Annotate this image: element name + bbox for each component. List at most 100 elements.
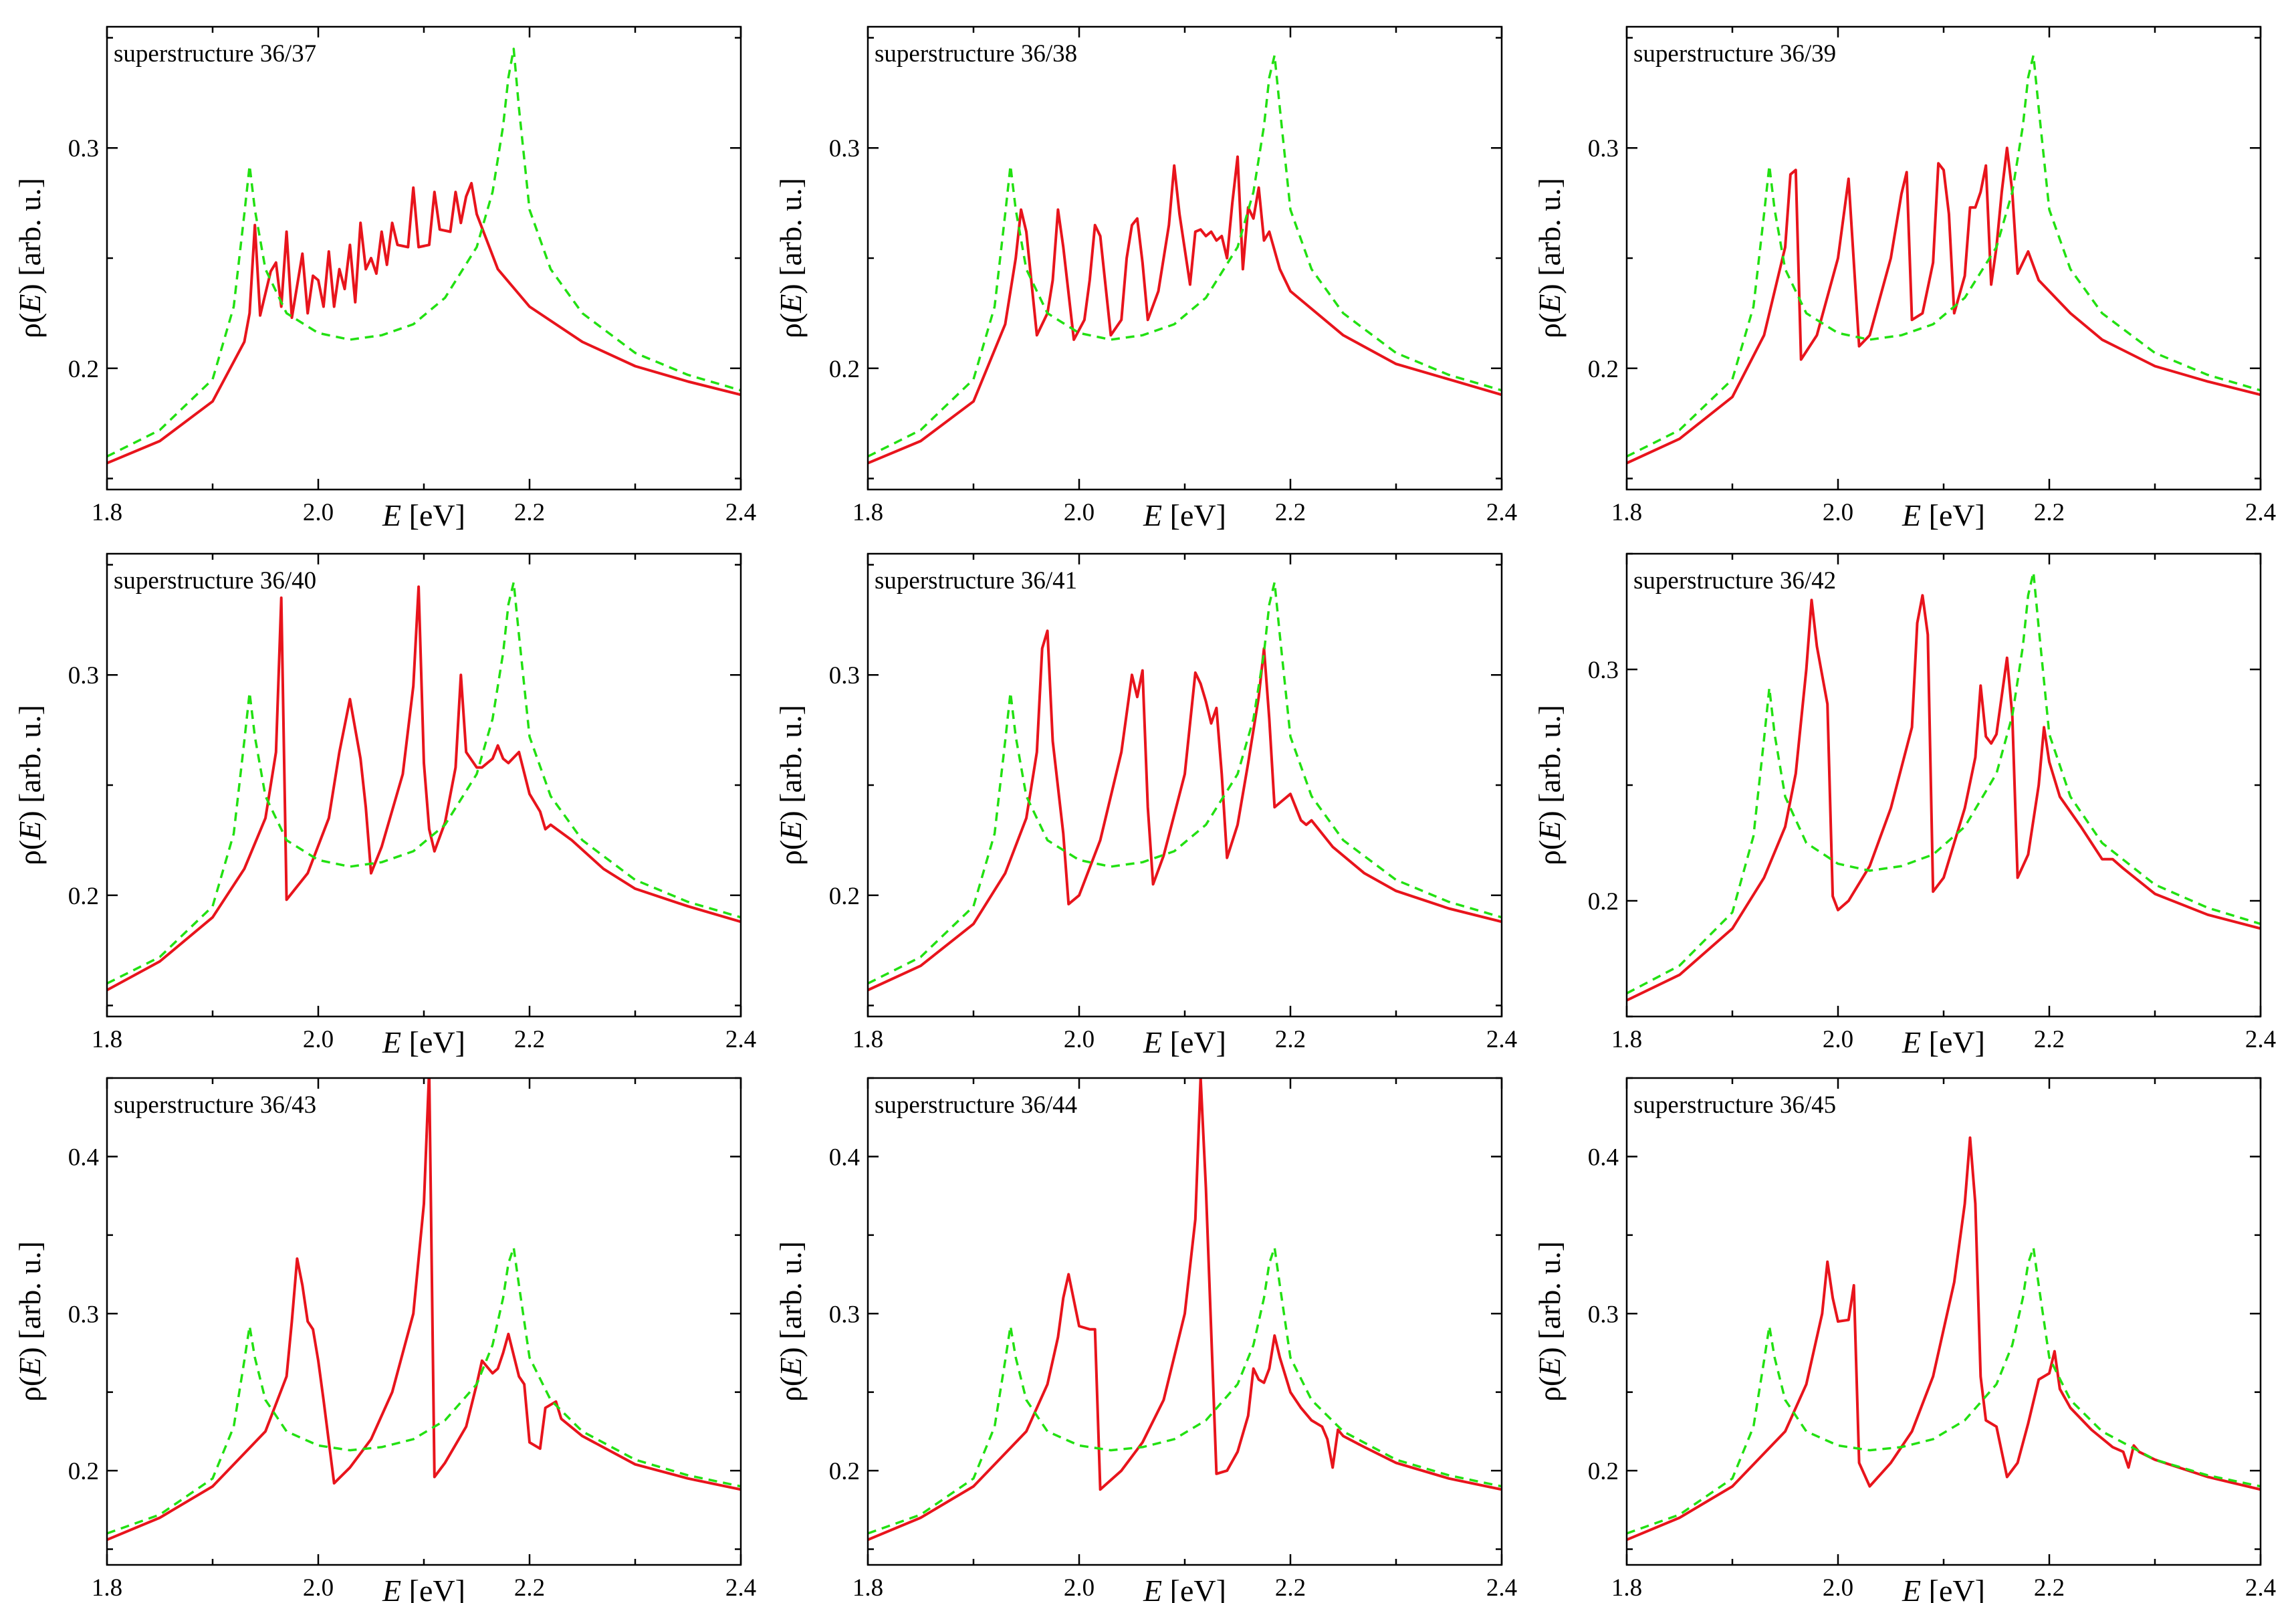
y-tick-label: 0.4 — [829, 1144, 860, 1171]
x-tick-label: 2.2 — [514, 1026, 545, 1053]
y-tick-label: 0.2 — [829, 883, 860, 910]
superstructure-line — [1627, 146, 2261, 465]
superstructure-line — [1627, 594, 2261, 1002]
x-tick-label: 2.0 — [1064, 1574, 1095, 1602]
x-tick-label: 1.8 — [92, 1026, 122, 1053]
x-tick-label: 2.0 — [1064, 499, 1095, 526]
plot-frame — [1625, 25, 2262, 491]
x-tick-label: 1.8 — [1611, 499, 1642, 526]
chart-panel-6: 1.8 2.0 2.2 2.4 0.2 0.3 superstructure 36/42 E … — [1532, 552, 2276, 1059]
panel-title: superstructure 36/45 — [1633, 1091, 1836, 1119]
y-tick-label: 0.3 — [68, 135, 99, 163]
y-axis-label: ρ(E) [arb. u.] — [1532, 1241, 1567, 1402]
superstructure-line — [1627, 1136, 2261, 1541]
chart-panel-4: 1.8 2.0 2.2 2.4 0.2 0.3 superstructure 36/40 E … — [13, 552, 756, 1059]
x-tick-label: 2.4 — [725, 1026, 756, 1053]
x-axis-label: E [eV] — [1143, 498, 1226, 532]
y-tick-label: 0.3 — [829, 135, 860, 163]
reference-dashed-line — [107, 47, 741, 458]
y-axis-label: ρ(E) [arb. u.] — [1532, 705, 1567, 865]
y-tick-label: 0.3 — [829, 1301, 860, 1328]
x-tick-label: 2.0 — [1823, 1574, 1853, 1602]
x-tick-label: 1.8 — [92, 1574, 122, 1602]
y-tick-label: 0.3 — [68, 662, 99, 689]
x-tick-label: 2.4 — [2245, 1574, 2276, 1602]
x-tick-label: 2.4 — [725, 499, 756, 526]
panel-title: superstructure 36/38 — [875, 40, 1077, 68]
plot-frame — [1625, 552, 2262, 1018]
y-axis-label: ρ(E) [arb. u.] — [1532, 178, 1567, 338]
x-tick-label: 2.0 — [1823, 1026, 1853, 1053]
x-tick-label: 2.0 — [1064, 1026, 1095, 1053]
x-axis-label: E [eV] — [382, 1574, 465, 1603]
x-tick-label: 2.4 — [2245, 1026, 2276, 1053]
y-tick-label: 0.3 — [1588, 657, 1619, 684]
x-tick-label: 2.2 — [2034, 1026, 2065, 1053]
y-tick-label: 0.4 — [1588, 1144, 1619, 1171]
x-tick-label: 1.8 — [852, 1026, 883, 1053]
x-tick-label: 2.0 — [303, 1026, 334, 1053]
x-tick-label: 2.2 — [1275, 1574, 1306, 1602]
reference-dashed-line — [868, 54, 1502, 458]
y-tick-label: 0.3 — [1588, 135, 1619, 163]
x-tick-label: 2.2 — [514, 1574, 545, 1602]
x-tick-label: 2.2 — [1275, 1026, 1306, 1053]
reference-dashed-line — [868, 1246, 1502, 1535]
x-tick-label: 2.2 — [2034, 499, 2065, 526]
y-axis-label: ρ(E) [arb. u.] — [13, 705, 47, 865]
panel-title: superstructure 36/40 — [114, 567, 316, 595]
y-tick-label: 0.3 — [68, 1301, 99, 1328]
x-axis-label: E [eV] — [1143, 1574, 1226, 1603]
x-axis-label: E [eV] — [1143, 1025, 1226, 1059]
y-tick-label: 0.2 — [68, 883, 99, 910]
superstructure-line — [868, 155, 1502, 465]
reference-dashed-line — [107, 581, 741, 985]
x-tick-label: 1.8 — [92, 499, 122, 526]
reference-dashed-line — [1627, 570, 2261, 994]
reference-dashed-line — [1627, 54, 2261, 458]
x-tick-label: 2.0 — [303, 1574, 334, 1602]
y-tick-label: 0.2 — [829, 356, 860, 383]
panel-title: superstructure 36/41 — [875, 567, 1077, 595]
chart-panel-7: 1.8 2.0 2.2 2.4 0.2 0.3 0.4 superstructure 36/4… — [13, 1077, 756, 1603]
x-tick-label: 2.4 — [2245, 499, 2276, 526]
x-tick-label: 2.2 — [1275, 499, 1306, 526]
x-tick-label: 2.4 — [1486, 1574, 1517, 1602]
y-tick-label: 0.2 — [1588, 356, 1619, 383]
x-axis-label: E [eV] — [1902, 1574, 1985, 1603]
panel-title: superstructure 36/37 — [114, 40, 316, 68]
y-axis-label: ρ(E) [arb. u.] — [774, 1241, 808, 1402]
x-tick-label: 2.0 — [1823, 499, 1853, 526]
y-tick-label: 0.3 — [1588, 1301, 1619, 1328]
superstructure-line — [868, 629, 1502, 992]
x-tick-label: 2.4 — [725, 1574, 756, 1602]
x-tick-label: 2.2 — [2034, 1574, 2065, 1602]
y-tick-label: 0.2 — [829, 1458, 860, 1485]
panel-title: superstructure 36/42 — [1633, 567, 1836, 595]
chart-panel-1: 1.8 2.0 2.2 2.4 0.2 0.3 superstructure 36/37 E … — [13, 25, 756, 532]
x-tick-label: 1.8 — [1611, 1026, 1642, 1053]
chart-panel-5: 1.8 2.0 2.2 2.4 0.2 0.3 superstructure 36/41 E … — [774, 552, 1517, 1059]
x-tick-label: 2.2 — [514, 499, 545, 526]
x-tick-label: 1.8 — [852, 499, 883, 526]
y-tick-label: 0.2 — [1588, 888, 1619, 916]
chart-panel-2: 1.8 2.0 2.2 2.4 0.2 0.3 superstructure 36/38 E … — [774, 25, 1517, 532]
x-axis-label: E [eV] — [1902, 1025, 1985, 1059]
reference-dashed-line — [868, 581, 1502, 985]
reference-dashed-line — [1627, 1246, 2261, 1535]
reference-dashed-line — [107, 1246, 741, 1535]
y-axis-label: ρ(E) [arb. u.] — [774, 705, 808, 865]
plot-frame — [106, 25, 742, 491]
x-axis-label: E [eV] — [382, 1025, 465, 1059]
y-tick-label: 0.2 — [1588, 1458, 1619, 1485]
y-axis-label: ρ(E) [arb. u.] — [13, 1241, 47, 1402]
superstructure-line — [868, 1078, 1502, 1541]
superstructure-line — [107, 1078, 741, 1541]
x-tick-label: 2.0 — [303, 499, 334, 526]
x-tick-label: 2.4 — [1486, 1026, 1517, 1053]
x-tick-label: 1.8 — [1611, 1574, 1642, 1602]
chart-panel-9: 1.8 2.0 2.2 2.4 0.2 0.3 0.4 superstructure 36/4… — [1532, 1077, 2276, 1603]
plot-frame — [106, 552, 742, 1018]
x-axis-label: E [eV] — [382, 498, 465, 532]
